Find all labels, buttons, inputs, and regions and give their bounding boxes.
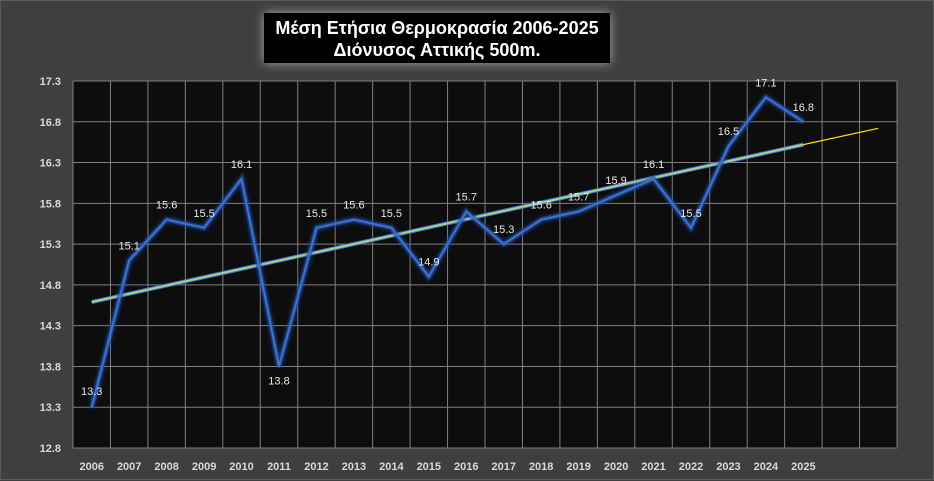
data-point xyxy=(90,406,93,409)
x-axis-ticks: 2006 2007 2008 2009 2010 2011 2012 2013 2014 2015… xyxy=(79,461,815,473)
x-tick-label: 2020 xyxy=(604,461,628,473)
x-tick-label: 2008 xyxy=(154,461,178,473)
data-label: 13.8 xyxy=(268,375,289,387)
gridlines xyxy=(72,80,898,449)
x-tick-label: 2024 xyxy=(754,461,779,473)
data-label: 15.6 xyxy=(530,200,551,212)
data-point xyxy=(427,275,430,278)
chart-title-line2: Διόνυσος Αττικής 500m. xyxy=(333,40,541,60)
y-tick-label: 14.8 xyxy=(40,280,61,292)
data-point xyxy=(502,243,505,246)
data-label: 15.5 xyxy=(680,208,701,220)
x-tick-label: 2012 xyxy=(304,461,328,473)
data-label: 15.6 xyxy=(343,200,364,212)
x-tick-label: 2014 xyxy=(379,461,404,473)
data-label: 15.6 xyxy=(156,200,177,212)
data-label: 16.8 xyxy=(793,102,814,114)
data-point xyxy=(128,259,131,262)
data-label: 15.5 xyxy=(381,208,402,220)
y-tick-label: 15.3 xyxy=(40,239,61,251)
data-label: 17.1 xyxy=(755,77,776,89)
data-point xyxy=(240,177,243,180)
y-axis-ticks: 17.3 16.8 16.3 15.8 15.3 14.8 14.3 13.8 13.3 12.8 xyxy=(40,76,61,455)
data-point xyxy=(764,96,767,99)
trendline-main xyxy=(91,143,804,303)
x-tick-label: 2006 xyxy=(79,461,103,473)
x-tick-label: 2015 xyxy=(417,461,441,473)
data-point xyxy=(727,145,730,148)
x-tick-label: 2013 xyxy=(342,461,366,473)
y-tick-label: 16.3 xyxy=(40,158,61,170)
data-label: 15.5 xyxy=(306,208,327,220)
x-tick-label: 2025 xyxy=(791,461,815,473)
x-tick-label: 2007 xyxy=(117,461,141,473)
data-point xyxy=(352,218,355,221)
chart-title-box: Μέση Ετήσια Θερμοκρασία 2006-2025 Διόνυσ… xyxy=(264,13,610,63)
data-point xyxy=(390,226,393,229)
x-tick-label: 2021 xyxy=(641,461,665,473)
y-tick-label: 12.8 xyxy=(40,443,61,455)
data-point xyxy=(802,120,805,123)
x-tick-label: 2016 xyxy=(454,461,478,473)
data-point xyxy=(203,226,206,229)
data-labels: 13.3 15.1 15.6 15.5 16.1 13.8 15.5 15.6 15.5 14.9… xyxy=(81,77,814,398)
y-tick-label: 17.3 xyxy=(40,76,61,88)
data-point xyxy=(690,226,692,229)
data-point xyxy=(615,194,618,197)
data-label: 13.3 xyxy=(81,386,102,398)
y-tick-label: 13.3 xyxy=(40,402,61,414)
x-tick-label: 2023 xyxy=(716,461,740,473)
y-tick-label: 16.8 xyxy=(40,117,61,129)
data-label: 15.5 xyxy=(193,208,214,220)
data-label: 15.7 xyxy=(456,191,477,203)
x-tick-label: 2011 xyxy=(267,461,291,473)
data-point xyxy=(278,365,280,368)
y-tick-label: 13.8 xyxy=(40,361,61,373)
y-tick-label: 15.8 xyxy=(40,198,61,210)
data-label: 16.1 xyxy=(231,159,252,171)
data-point xyxy=(315,226,318,229)
temperature-series xyxy=(89,93,805,409)
x-tick-label: 2018 xyxy=(529,461,553,473)
data-label: 16.5 xyxy=(718,126,739,138)
x-tick-label: 2010 xyxy=(229,461,253,473)
data-label: 15.1 xyxy=(118,240,139,252)
x-tick-label: 2017 xyxy=(491,461,515,473)
data-label: 15.3 xyxy=(493,224,514,236)
chart-title-line1: Μέση Ετήσια Θερμοκρασία 2006-2025 xyxy=(275,18,599,38)
x-tick-label: 2009 xyxy=(192,461,216,473)
data-label: 16.1 xyxy=(643,159,664,171)
trendline-forecast xyxy=(803,127,879,146)
data-label: 15.9 xyxy=(605,175,626,187)
series-line xyxy=(90,95,804,408)
data-point xyxy=(165,218,168,221)
data-point xyxy=(652,177,655,180)
data-label: 15.7 xyxy=(568,191,589,203)
y-tick-label: 14.3 xyxy=(40,321,61,333)
data-label: 14.9 xyxy=(418,257,439,269)
data-point xyxy=(577,210,580,213)
x-tick-label: 2022 xyxy=(679,461,703,473)
x-tick-label: 2019 xyxy=(566,461,590,473)
trendline xyxy=(91,127,879,304)
data-point xyxy=(465,210,468,213)
data-point xyxy=(540,218,543,221)
